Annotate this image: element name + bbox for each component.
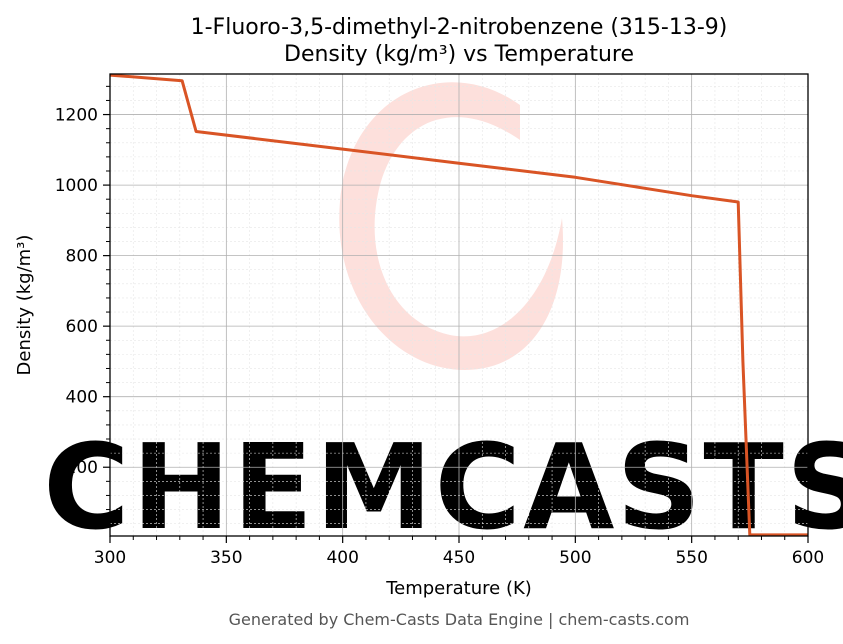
y-tick-label: 800 bbox=[66, 247, 98, 267]
major-gridlines bbox=[109, 74, 809, 536]
y-tick-label: 400 bbox=[66, 388, 98, 408]
series-layer bbox=[109, 73, 808, 537]
y-tick-label: 1000 bbox=[55, 176, 98, 196]
x-tick-label: 600 bbox=[792, 548, 824, 568]
x-tick-label: 450 bbox=[443, 548, 475, 568]
density-series-line bbox=[109, 73, 808, 537]
x-tick-label: 350 bbox=[210, 548, 242, 568]
x-tick-label: 400 bbox=[326, 548, 358, 568]
chart-subtitle: Density (kg/m³) vs Temperature bbox=[284, 42, 634, 67]
x-axis: 300 350 400 450 500 550 600 bbox=[94, 536, 824, 568]
watermark-logo-swirl bbox=[339, 82, 564, 371]
watermark-text: CHEMCASTS bbox=[43, 418, 843, 556]
y-tick-label: 1200 bbox=[55, 106, 98, 126]
chemcasts-watermark: CHEMCASTS bbox=[43, 82, 843, 556]
y-tick-label: 600 bbox=[66, 317, 98, 337]
y-axis-label: Density (kg/m³) bbox=[14, 235, 35, 376]
x-axis-label: Temperature (K) bbox=[385, 578, 532, 599]
y-tick-label: 200 bbox=[66, 458, 98, 478]
chart-title: 1-Fluoro-3,5-dimethyl-2-nitrobenzene (31… bbox=[191, 15, 728, 40]
y-axis: 200 400 600 800 1000 1200 bbox=[55, 85, 110, 525]
x-tick-label: 500 bbox=[559, 548, 591, 568]
x-tick-label: 300 bbox=[94, 548, 126, 568]
x-tick-label: 550 bbox=[675, 548, 707, 568]
footer-credit: Generated by Chem-Casts Data Engine | ch… bbox=[229, 610, 690, 629]
